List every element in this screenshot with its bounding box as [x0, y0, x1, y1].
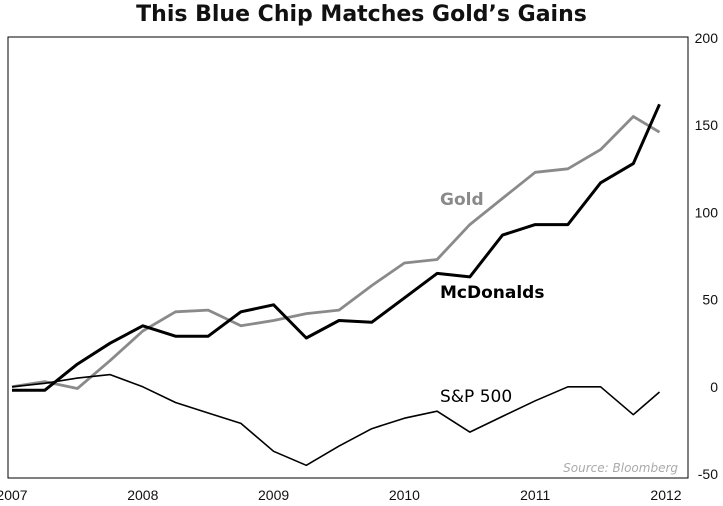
y-tick-label: 50 — [702, 292, 718, 308]
series-line-sp500 — [11, 373, 661, 467]
series-line-mcdonalds — [12, 103, 661, 392]
series-line-gold — [11, 115, 661, 390]
series-label-sp500: S&P 500 — [440, 387, 512, 407]
series-label-gold: Gold — [440, 190, 484, 210]
plot-frame — [7, 36, 689, 479]
series-lines — [11, 103, 661, 467]
x-tick-label: 2010 — [389, 487, 420, 503]
source-note: Source: Bloomberg — [563, 461, 678, 475]
y-tick-label: -50 — [698, 466, 718, 482]
series-label-mcdonalds: McDonalds — [440, 283, 544, 303]
x-tick-label: 2012 — [650, 487, 681, 503]
x-tick-label: 2007 — [0, 487, 28, 503]
chart-title: This Blue Chip Matches Gold’s Gains — [136, 2, 587, 27]
y-tick-label: 0 — [710, 379, 718, 395]
x-axis: 2007 2008 2009 2010 2011 2012 — [0, 487, 682, 503]
y-tick-label: 150 — [695, 117, 719, 133]
x-tick-label: 2009 — [258, 487, 289, 503]
y-tick-label: 200 — [695, 30, 719, 46]
y-tick-label: 100 — [695, 204, 719, 220]
x-tick-label: 2008 — [127, 487, 158, 503]
y-axis: 200 150 100 50 0 -50 — [695, 30, 719, 482]
x-tick-label: 2011 — [520, 487, 550, 503]
